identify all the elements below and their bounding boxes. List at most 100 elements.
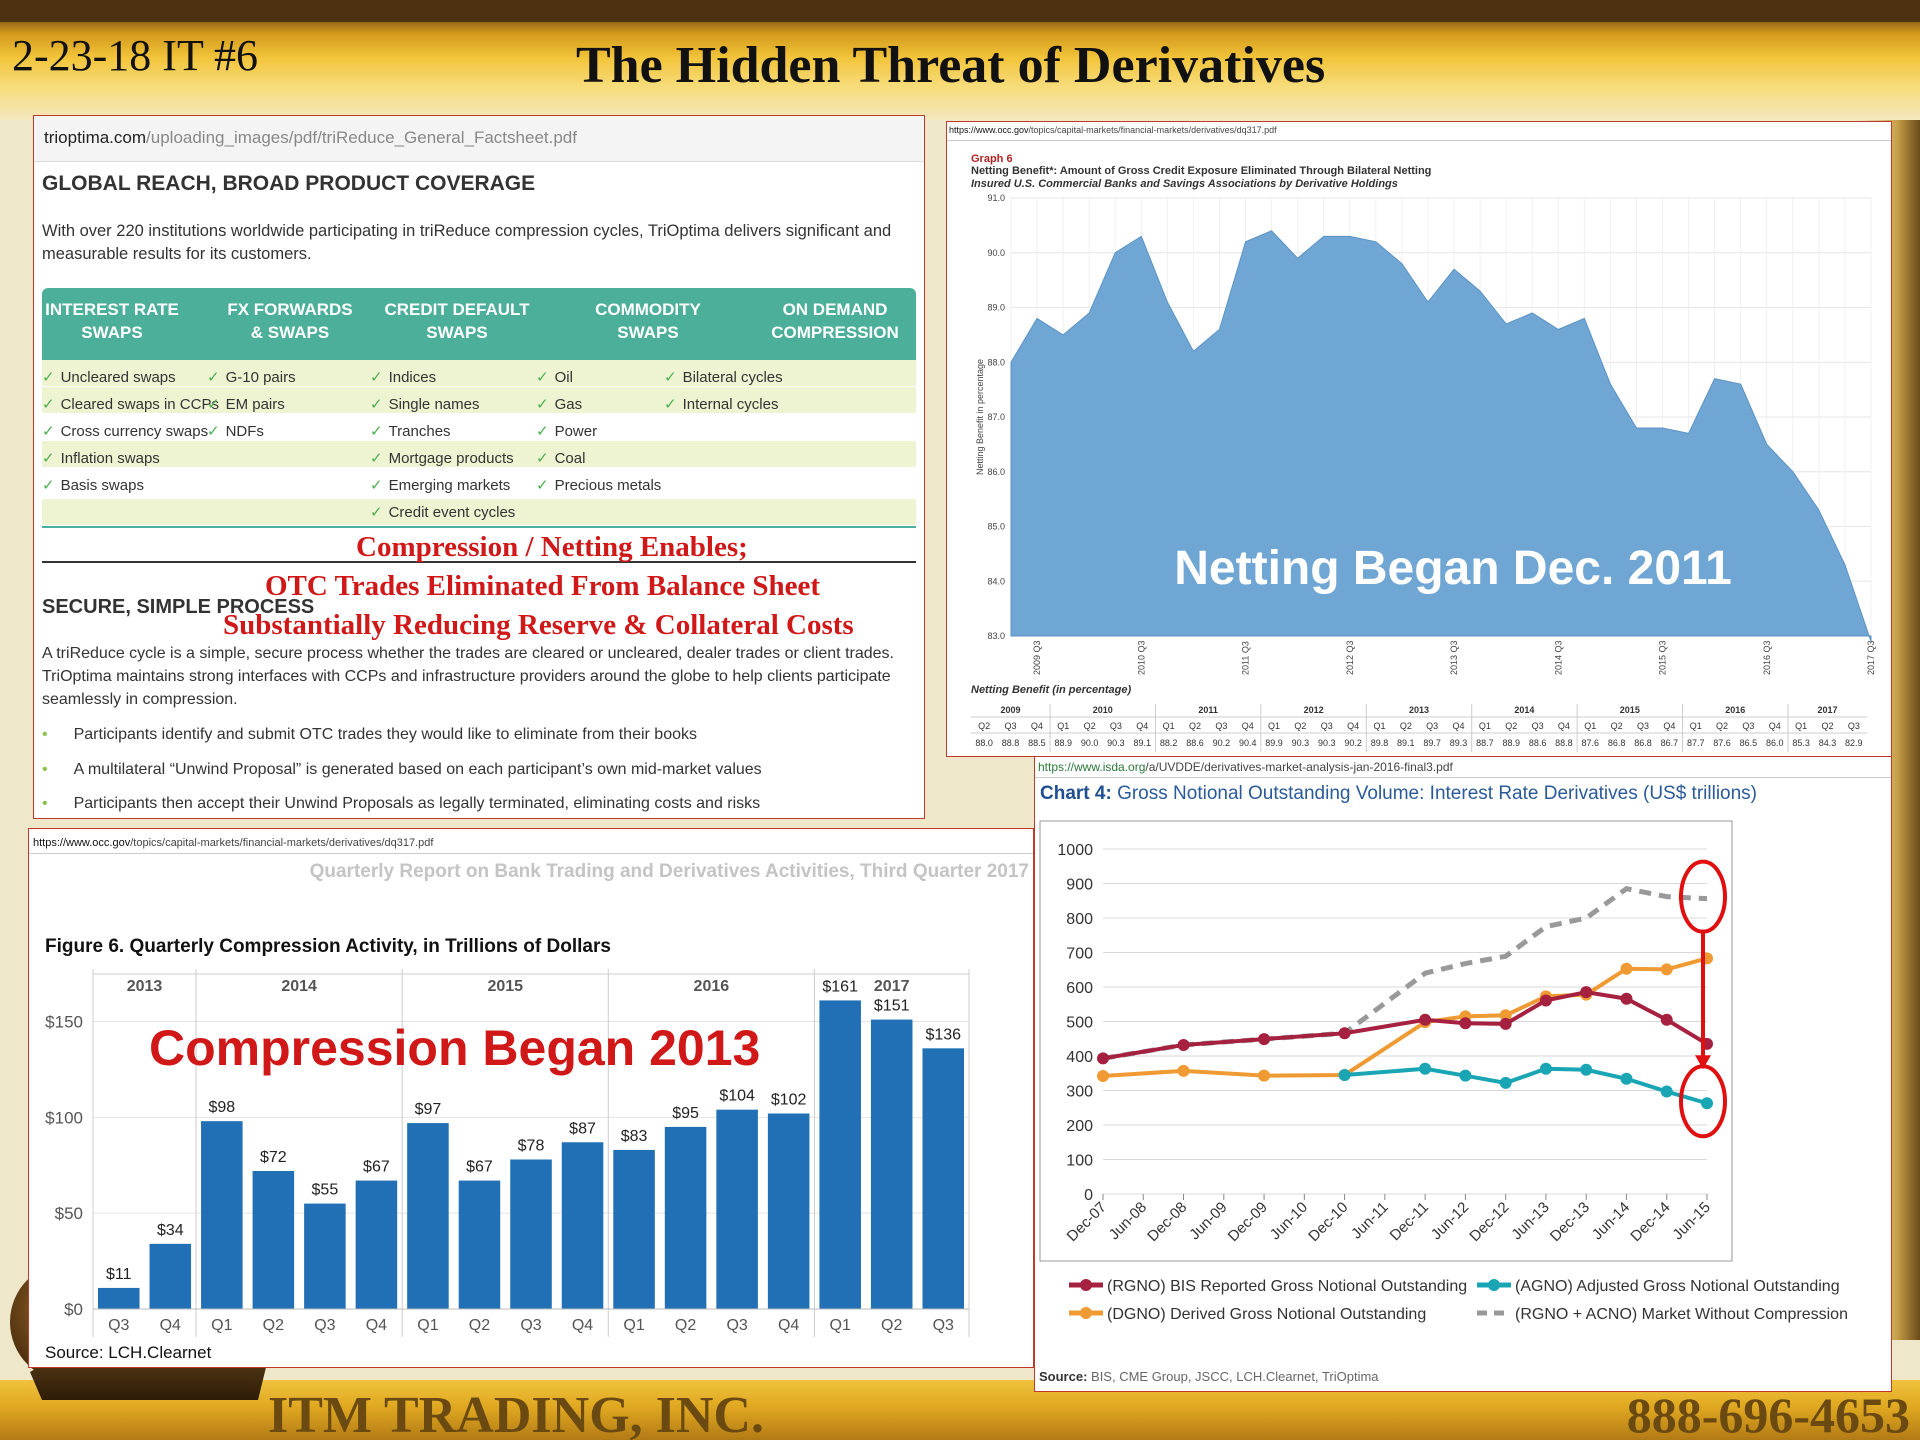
- figure6-source: Source: LCH.Clearnet: [45, 1343, 212, 1362]
- table-value: 90.3: [1318, 738, 1336, 748]
- table-value: 88.2: [1160, 738, 1178, 748]
- slide-title: The Hidden Threat of Derivatives: [576, 37, 1326, 94]
- x-tick-label: Jun-11: [1348, 1199, 1392, 1243]
- y-tick-label: 400: [1066, 1049, 1093, 1066]
- graph6-label: Graph 6: [971, 153, 1013, 165]
- x-tick-label: 2017 Q3: [1866, 640, 1876, 675]
- series-point: [1258, 1033, 1271, 1046]
- table-quarter: Q2: [1611, 721, 1623, 731]
- netting-overlay: Netting Began Dec. 2011: [1174, 542, 1732, 595]
- y-tick-label: 700: [1066, 946, 1093, 963]
- year-label: 2013: [127, 978, 163, 995]
- x-tick-label: 2011 Q3: [1241, 641, 1251, 675]
- table-cell: ✓ Bilateral cycles: [664, 369, 783, 386]
- col-header: CREDIT DEFAULT SWAPS: [384, 300, 530, 342]
- x-tick-label: Jun-10: [1267, 1199, 1311, 1243]
- bar-label: $95: [672, 1105, 699, 1122]
- table-year: 2011: [1198, 705, 1218, 715]
- table-value: 84.3: [1819, 738, 1837, 748]
- table-value: 88.0: [975, 738, 993, 748]
- check-icon: ✓: [370, 423, 383, 440]
- bar: [458, 1180, 501, 1309]
- x-tick-label: Q2: [469, 1317, 490, 1334]
- chart4-url[interactable]: https://www.isda.org/a/UVDDE/derivatives…: [1038, 760, 1453, 774]
- table-row-bg: [42, 499, 916, 525]
- y-axis-label: Netting Benefit in percentage: [975, 359, 985, 475]
- section-rule: [42, 561, 916, 563]
- graph6-url[interactable]: https://www.occ.gov/topics/capital-marke…: [949, 125, 1277, 135]
- bar: [664, 1126, 707, 1309]
- chart4-source: Source: BIS, CME Group, JSCC, LCH.Clearn…: [1039, 1369, 1379, 1384]
- y-tick-label: 86.0: [987, 467, 1005, 477]
- table-value: 89.1: [1134, 738, 1152, 748]
- table-cell: ✓ Cleared swaps in CCPs: [42, 396, 219, 413]
- table-value: 89.7: [1423, 738, 1441, 748]
- bar: [716, 1109, 758, 1309]
- graph6-panel: https://www.occ.gov/topics/capital-marke…: [946, 121, 1892, 757]
- table-year: 2014: [1514, 705, 1534, 715]
- check-icon: ✓: [664, 396, 677, 413]
- y-tick-label: $50: [55, 1204, 83, 1223]
- series-point: [1660, 1013, 1673, 1026]
- x-tick-label: Dec-07: [1064, 1199, 1110, 1245]
- x-tick-label: Dec-10: [1305, 1199, 1351, 1245]
- table-value: 87.6: [1713, 738, 1731, 748]
- y-tick-label: $100: [45, 1108, 83, 1127]
- series-point: [1258, 1069, 1271, 1082]
- table-quarter: Q1: [1479, 721, 1491, 731]
- bar: [98, 1287, 140, 1309]
- table-cell: ✓ Basis swaps: [42, 477, 144, 494]
- table-quarter: Q4: [1242, 721, 1254, 731]
- table-cell: ✓ Tranches: [370, 423, 451, 440]
- factsheet-url-bar: trioptima.com/uploading_images/pdf/triRe…: [34, 116, 924, 162]
- bar: [510, 1159, 552, 1309]
- table-quarter: Q3: [1215, 721, 1227, 731]
- table-cell: ✓ Inflation swaps: [42, 450, 160, 467]
- table-quarter: Q1: [1057, 721, 1069, 731]
- bar-label: $97: [415, 1101, 442, 1118]
- bar-label: $136: [925, 1026, 961, 1043]
- x-tick-label: Q1: [417, 1317, 438, 1334]
- product-table-header: INTEREST RATE SWAPS FX FORWARDS & SWAPS …: [42, 288, 916, 360]
- table-quarter: Q3: [1426, 721, 1438, 731]
- y-tick-label: $0: [64, 1300, 83, 1319]
- url-divider: [947, 140, 1891, 141]
- check-icon: ✓: [207, 369, 220, 386]
- y-tick-label: 89.0: [987, 303, 1005, 313]
- table-value: 88.8: [1002, 738, 1020, 748]
- check-icon: ✓: [207, 396, 220, 413]
- compression-overlay: Compression Began 2013: [149, 1020, 760, 1076]
- series-point: [1499, 1017, 1512, 1030]
- year-label: 2016: [694, 978, 730, 995]
- series-point: [1177, 1064, 1190, 1077]
- table-quarter: Q3: [1637, 721, 1649, 731]
- x-tick-label: 2015 Q3: [1658, 640, 1668, 675]
- x-tick-label: Jun-08: [1106, 1199, 1150, 1243]
- table-year: 2013: [1409, 705, 1429, 715]
- series-point: [1580, 1063, 1593, 1076]
- table-value: 82.9: [1845, 738, 1863, 748]
- series-point: [1580, 986, 1593, 999]
- y-tick-label: 200: [1066, 1118, 1093, 1135]
- x-tick-label: Q3: [520, 1317, 541, 1334]
- figure6-url[interactable]: https://www.occ.gov/topics/capital-marke…: [33, 837, 434, 849]
- table-value: 89.9: [1265, 738, 1283, 748]
- x-tick-label: Q2: [263, 1317, 284, 1334]
- table-quarter: Q1: [1373, 721, 1385, 731]
- table-quarter: Q2: [978, 721, 990, 731]
- chart4-panel: https://www.isda.org/a/UVDDE/derivatives…: [1034, 756, 1892, 1392]
- table-year: 2010: [1093, 705, 1113, 715]
- table-quarter: Q2: [1294, 721, 1306, 731]
- table-quarter: Q4: [1136, 721, 1148, 731]
- y-tick-label: $150: [45, 1013, 83, 1032]
- col-header: COMMODITY SWAPS: [595, 300, 701, 342]
- table-quarter: Q1: [1795, 721, 1807, 731]
- factsheet-url[interactable]: trioptima.com/uploading_images/pdf/triRe…: [44, 128, 577, 147]
- bar-label: $83: [621, 1128, 648, 1145]
- table-cell: ✓ Oil: [536, 369, 573, 386]
- table-value: 85.3: [1792, 738, 1810, 748]
- table-quarter: Q4: [1453, 721, 1465, 731]
- table-cell: ✓ Power: [536, 423, 598, 440]
- x-tick-label: Q3: [933, 1317, 954, 1334]
- overlay-line: OTC Trades Eliminated From Balance Sheet: [265, 570, 821, 602]
